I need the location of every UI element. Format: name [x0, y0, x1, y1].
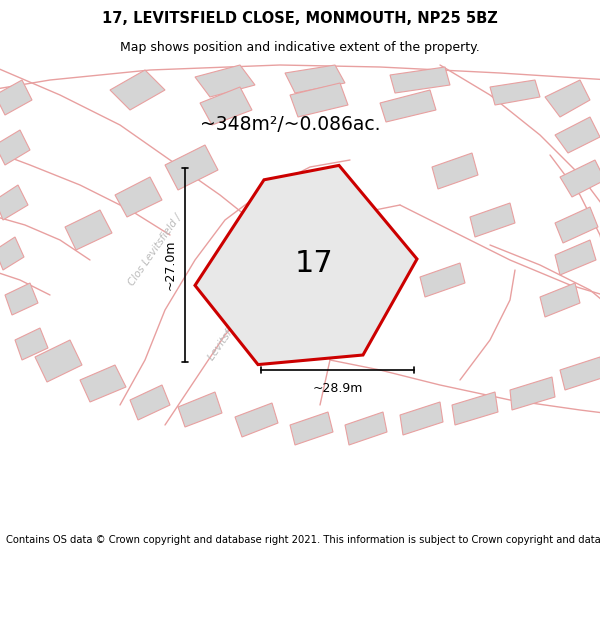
Polygon shape [432, 153, 478, 189]
Polygon shape [235, 403, 278, 437]
Polygon shape [0, 185, 28, 220]
Text: ~28.9m: ~28.9m [313, 382, 362, 395]
Polygon shape [400, 402, 443, 435]
Polygon shape [420, 263, 465, 297]
Polygon shape [0, 130, 30, 165]
Polygon shape [560, 357, 600, 390]
Text: ~27.0m: ~27.0m [164, 240, 177, 290]
Polygon shape [390, 67, 450, 93]
Polygon shape [110, 70, 165, 110]
Polygon shape [555, 207, 598, 243]
Polygon shape [5, 283, 38, 315]
Polygon shape [290, 412, 333, 445]
Polygon shape [130, 385, 170, 420]
Text: Contains OS data © Crown copyright and database right 2021. This information is : Contains OS data © Crown copyright and d… [6, 535, 600, 545]
Polygon shape [470, 203, 515, 237]
Text: Map shows position and indicative extent of the property.: Map shows position and indicative extent… [120, 41, 480, 54]
Polygon shape [195, 166, 417, 364]
Polygon shape [115, 177, 162, 217]
Polygon shape [555, 117, 600, 153]
Polygon shape [0, 237, 24, 270]
Polygon shape [80, 365, 126, 402]
Polygon shape [290, 83, 348, 117]
Polygon shape [380, 90, 436, 122]
Polygon shape [285, 65, 345, 93]
Polygon shape [490, 80, 540, 105]
Polygon shape [0, 80, 32, 115]
Text: 17, LEVITSFIELD CLOSE, MONMOUTH, NP25 5BZ: 17, LEVITSFIELD CLOSE, MONMOUTH, NP25 5B… [102, 11, 498, 26]
Text: ~348m²/~0.086ac.: ~348m²/~0.086ac. [200, 115, 380, 134]
Polygon shape [452, 392, 498, 425]
Polygon shape [200, 87, 252, 125]
Text: 17: 17 [295, 249, 334, 278]
Text: Clos Levitsfield /: Clos Levitsfield / [127, 213, 184, 288]
Polygon shape [15, 328, 48, 360]
Polygon shape [195, 65, 255, 97]
Polygon shape [560, 160, 600, 197]
Polygon shape [540, 283, 580, 317]
Polygon shape [555, 240, 596, 275]
Polygon shape [545, 80, 590, 117]
Polygon shape [35, 340, 82, 382]
Polygon shape [178, 392, 222, 427]
Polygon shape [165, 145, 218, 190]
Text: Levitsfield Close: Levitsfield Close [206, 288, 263, 362]
Polygon shape [510, 377, 555, 410]
Polygon shape [65, 210, 112, 250]
Polygon shape [345, 412, 387, 445]
